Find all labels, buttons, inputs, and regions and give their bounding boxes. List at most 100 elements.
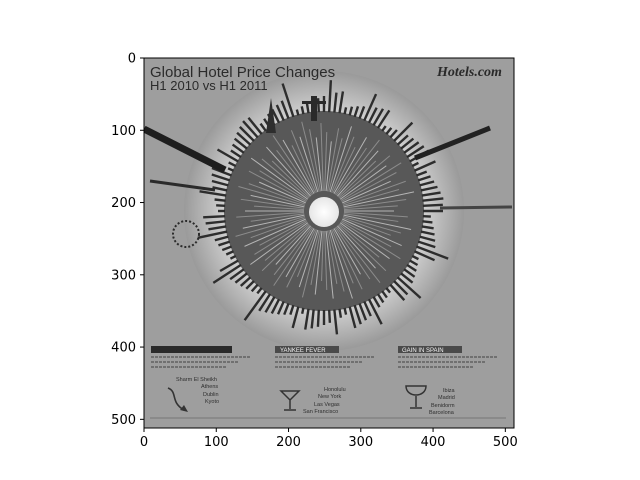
skyline-building	[289, 304, 295, 316]
skyline-building	[259, 122, 267, 132]
globe-ray	[334, 227, 371, 280]
skyline-building	[199, 190, 227, 197]
skyline-building	[291, 306, 300, 329]
skyline-building	[219, 259, 239, 273]
globe-ray	[328, 230, 345, 292]
y-tick-label: 300	[111, 268, 136, 283]
x-tick-label: 400	[421, 435, 446, 450]
city-left-2: Athens	[201, 384, 218, 390]
globe-ray	[334, 147, 367, 195]
globe-ray	[324, 230, 328, 290]
globe-ray	[343, 191, 415, 208]
skyline-building	[417, 175, 431, 182]
skyline-building	[406, 263, 417, 272]
skyline-building	[385, 127, 393, 135]
globe-ray	[338, 160, 377, 198]
globe-ray	[331, 136, 355, 193]
section-gain-in-spain: GAIN IN SPAIN	[402, 348, 444, 354]
globe-ray	[325, 230, 334, 299]
skyline-building	[338, 91, 345, 114]
globe-ray	[326, 128, 340, 192]
globe-ray	[315, 137, 323, 192]
y-tick-label: 200	[111, 196, 136, 211]
globe-ray	[343, 205, 398, 211]
globe-ray	[272, 135, 314, 195]
skyline-building	[258, 293, 272, 312]
globe-ray	[259, 219, 307, 246]
arrow-icon	[167, 387, 185, 411]
skyline-building	[415, 245, 449, 260]
globe-ray	[329, 229, 353, 299]
skyline-building	[343, 307, 348, 315]
globe-ray	[324, 132, 328, 192]
skyline-building	[203, 214, 226, 219]
globe-ray	[248, 170, 307, 203]
skyline-building	[270, 298, 281, 315]
globe-ray	[343, 198, 407, 209]
city-middle-4: San Francisco	[303, 409, 338, 415]
skyline-building	[411, 254, 419, 261]
skyline-building	[413, 250, 436, 262]
skyline-building	[214, 198, 226, 202]
globe-ray	[328, 138, 343, 192]
globe-ray	[264, 223, 310, 261]
globe-ray	[338, 223, 380, 258]
globe-ray	[276, 150, 313, 196]
skyline-building	[283, 302, 290, 316]
globe-ray	[338, 224, 387, 272]
skyline-building	[333, 309, 339, 335]
skyline-building	[409, 259, 419, 267]
skyline-building	[236, 131, 252, 146]
skyline-building	[422, 220, 433, 224]
globe-ray	[341, 219, 392, 248]
globe-ray	[342, 180, 391, 204]
skyline-building	[264, 296, 276, 313]
skyline-building	[327, 309, 332, 323]
skyline-building	[245, 280, 255, 290]
skyline-building	[421, 225, 434, 230]
skyline-building	[250, 283, 259, 293]
skyline-building	[419, 180, 435, 187]
skyline-building	[415, 170, 428, 177]
skyline-building	[419, 235, 436, 242]
globe-ray	[291, 145, 316, 194]
skyline-building	[348, 306, 357, 329]
x-tick-label: 200	[276, 435, 301, 450]
globe-ray	[301, 230, 320, 298]
skyline-building	[229, 254, 237, 260]
skyline-building	[343, 107, 348, 115]
tower-right-low	[439, 205, 513, 210]
skyline-building	[280, 100, 290, 120]
city-middle-2: New York	[318, 394, 341, 400]
globe-ray	[332, 146, 356, 194]
skyline-building	[381, 125, 387, 132]
skyline-building	[239, 126, 255, 142]
globe-ray	[342, 180, 406, 205]
globe-ray	[258, 181, 306, 204]
city-right-3: Benidorm	[431, 403, 455, 409]
section-header-bar-left	[151, 346, 232, 353]
skyline-building	[211, 179, 229, 187]
globe-ray	[286, 228, 316, 288]
skyline-building	[211, 173, 231, 182]
globe-ray	[338, 155, 391, 199]
skyline-building	[396, 134, 409, 146]
poster-title-line1: Global Hotel Price Changes	[150, 64, 335, 81]
skyline-building	[208, 225, 227, 231]
skyline-building	[197, 230, 228, 239]
globe-ray	[261, 224, 310, 272]
globe-ray	[285, 228, 315, 278]
skyline-building	[316, 98, 321, 113]
globe-ray	[340, 221, 401, 260]
globe-ray	[326, 230, 338, 284]
skyline-building	[229, 268, 245, 281]
x-tick-label: 500	[493, 435, 518, 450]
skyline-building	[385, 287, 392, 294]
globe-ray	[250, 194, 305, 208]
globe-ray	[271, 160, 310, 198]
skyline-building	[305, 103, 310, 114]
globe-ray	[342, 218, 402, 247]
section-header-bar-middle	[275, 346, 339, 353]
globe-ray	[273, 226, 313, 276]
skyline-building	[239, 276, 252, 287]
